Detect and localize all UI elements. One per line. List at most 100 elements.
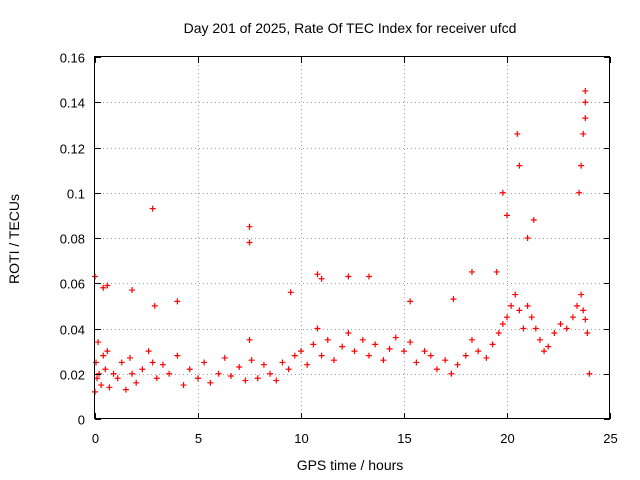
- data-point: [100, 352, 107, 359]
- data-point: [318, 352, 325, 359]
- y-tick-label: 0.1: [67, 187, 85, 202]
- data-point: [448, 370, 455, 377]
- data-point: [365, 352, 372, 359]
- data-point: [174, 298, 181, 305]
- data-point: [483, 354, 490, 361]
- data-point: [310, 341, 317, 348]
- data-point: [246, 336, 253, 343]
- data-point: [516, 307, 523, 314]
- data-point: [102, 366, 109, 373]
- data-point: [129, 370, 136, 377]
- data-point: [475, 348, 482, 355]
- data-point: [174, 352, 181, 359]
- data-point: [279, 359, 286, 366]
- data-point: [149, 205, 156, 212]
- data-point: [392, 334, 399, 341]
- data-point: [495, 330, 502, 337]
- data-point: [586, 370, 593, 377]
- data-point: [468, 336, 475, 343]
- x-tick-label: 15: [397, 431, 411, 446]
- data-point: [267, 370, 274, 377]
- data-point: [318, 275, 325, 282]
- data-point: [207, 379, 214, 386]
- data-point: [195, 375, 201, 382]
- data-point: [133, 379, 140, 386]
- data-point: [499, 189, 506, 196]
- y-tick-label: 0.06: [60, 277, 85, 292]
- data-point: [227, 373, 234, 380]
- grid-layer: [95, 57, 610, 419]
- data-point: [582, 99, 589, 106]
- y-tick-label: 0: [78, 413, 85, 428]
- data-point: [450, 296, 457, 303]
- data-point: [520, 325, 527, 332]
- data-point: [508, 302, 515, 309]
- data-point: [557, 320, 564, 327]
- data-point: [493, 268, 500, 275]
- data-point: [351, 348, 358, 355]
- data-point: [104, 348, 111, 355]
- data-point: [291, 352, 298, 359]
- data-point: [386, 345, 393, 352]
- data-point: [407, 298, 414, 305]
- y-tick-label: 0.16: [60, 51, 85, 66]
- data-point: [528, 314, 535, 321]
- data-point: [584, 330, 591, 337]
- data-point: [98, 382, 105, 389]
- data-point: [100, 284, 107, 291]
- data-point: [578, 291, 585, 298]
- plot-frame: [94, 56, 610, 419]
- data-point: [530, 216, 537, 223]
- x-tick-label: 10: [294, 431, 308, 446]
- data-point: [246, 239, 253, 246]
- data-point: [576, 189, 583, 196]
- data-point: [380, 357, 387, 364]
- data-point: [104, 282, 111, 289]
- x-tick-label: 0: [92, 431, 99, 446]
- data-point: [421, 348, 428, 355]
- data-point: [114, 375, 121, 382]
- data-point: [166, 370, 173, 377]
- y-tick-label: 0.04: [60, 323, 85, 338]
- data-point: [541, 348, 548, 355]
- data-point: [454, 361, 461, 368]
- data-point: [504, 314, 510, 321]
- data-point: [401, 348, 407, 355]
- data-point: [345, 273, 352, 280]
- points-layer: [92, 87, 593, 395]
- data-point: [524, 302, 531, 309]
- y-tick-label: 0.08: [60, 232, 85, 247]
- data-point: [149, 359, 156, 366]
- data-point: [254, 375, 261, 382]
- data-point: [413, 359, 420, 366]
- y-tick-label: 0.12: [60, 142, 85, 157]
- data-point: [504, 212, 510, 219]
- data-point: [248, 357, 255, 364]
- data-point: [127, 354, 134, 361]
- data-point: [153, 375, 160, 382]
- data-point: [96, 370, 103, 377]
- data-point: [545, 343, 552, 350]
- data-point: [314, 271, 321, 278]
- data-point: [442, 357, 449, 364]
- data-point: [372, 341, 379, 348]
- data-point: [94, 375, 101, 382]
- data-point: [330, 357, 337, 364]
- data-point: [345, 330, 352, 337]
- x-tick-label: 25: [603, 431, 617, 446]
- data-point: [582, 115, 589, 122]
- data-point: [260, 361, 267, 368]
- data-point: [516, 162, 523, 169]
- data-point: [324, 336, 331, 343]
- data-point: [563, 325, 570, 332]
- x-axis-label: GPS time / hours: [297, 457, 404, 473]
- data-point: [129, 287, 136, 294]
- data-point: [145, 348, 152, 355]
- data-point: [365, 273, 372, 280]
- data-point: [236, 363, 243, 370]
- data-point: [574, 302, 581, 309]
- data-point: [93, 359, 100, 366]
- y-axis-label: ROTI / TECUs: [6, 194, 22, 284]
- x-tick-label: 20: [500, 431, 514, 446]
